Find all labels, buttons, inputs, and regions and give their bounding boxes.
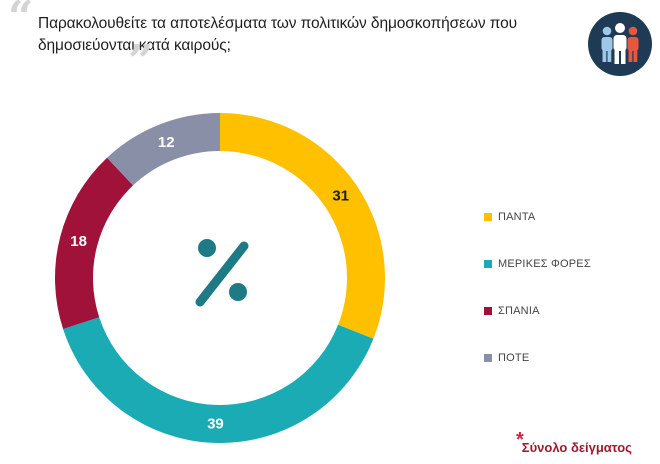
donut-slice-2 [63, 317, 374, 443]
legend-label: ΠΟΤΕ [498, 351, 530, 364]
donut-slice-4 [107, 113, 220, 186]
donut-slice-1 [220, 113, 385, 339]
legend-item-1: ΠΑΝΤΑ [484, 193, 591, 240]
percent-symbol-icon [195, 239, 249, 307]
donut-value-label-4: 12 [158, 134, 175, 151]
close-quote-mark: ” [128, 36, 154, 87]
donut-value-label-1: 31 [332, 187, 349, 204]
donut-slice-3 [54, 157, 134, 329]
legend-label: ΜΕΡΙΚΕΣ ΦΟΡΕΣ [498, 257, 591, 270]
donut-value-label-2: 39 [207, 415, 224, 432]
legend-item-2: ΜΕΡΙΚΕΣ ΦΟΡΕΣ [484, 240, 591, 287]
legend-label: ΠΑΝΤΑ [498, 210, 536, 223]
legend-swatch [484, 353, 492, 362]
donut-value-label-3: 18 [70, 233, 87, 250]
sample-footnote: * Σύνολο δείγματος [516, 430, 632, 455]
survey-question: Παρακολουθείτε τα αποτελέσματα των πολιτ… [38, 15, 518, 54]
chart-legend: ΠΑΝΤΑ ΜΕΡΙΚΕΣ ΦΟΡΕΣ ΣΠΑΝΙΑ ΠΟΤΕ [484, 193, 591, 381]
donut-segments [54, 113, 385, 443]
legend-swatch [484, 212, 492, 221]
open-quote-mark: “ [8, 0, 34, 43]
asterisk-icon: * [516, 429, 524, 451]
donut-labels: 31 39 18 12 [70, 134, 349, 433]
legend-swatch [484, 306, 492, 315]
footnote-label: Σύνολο δείγματος [521, 440, 632, 455]
legend-label: ΣΠΑΝΙΑ [498, 304, 540, 317]
legend-item-4: ΠΟΤΕ [484, 334, 591, 381]
legend-swatch [484, 259, 492, 268]
legend-item-3: ΣΠΑΝΙΑ [484, 287, 591, 334]
people-group-icon [588, 12, 652, 76]
